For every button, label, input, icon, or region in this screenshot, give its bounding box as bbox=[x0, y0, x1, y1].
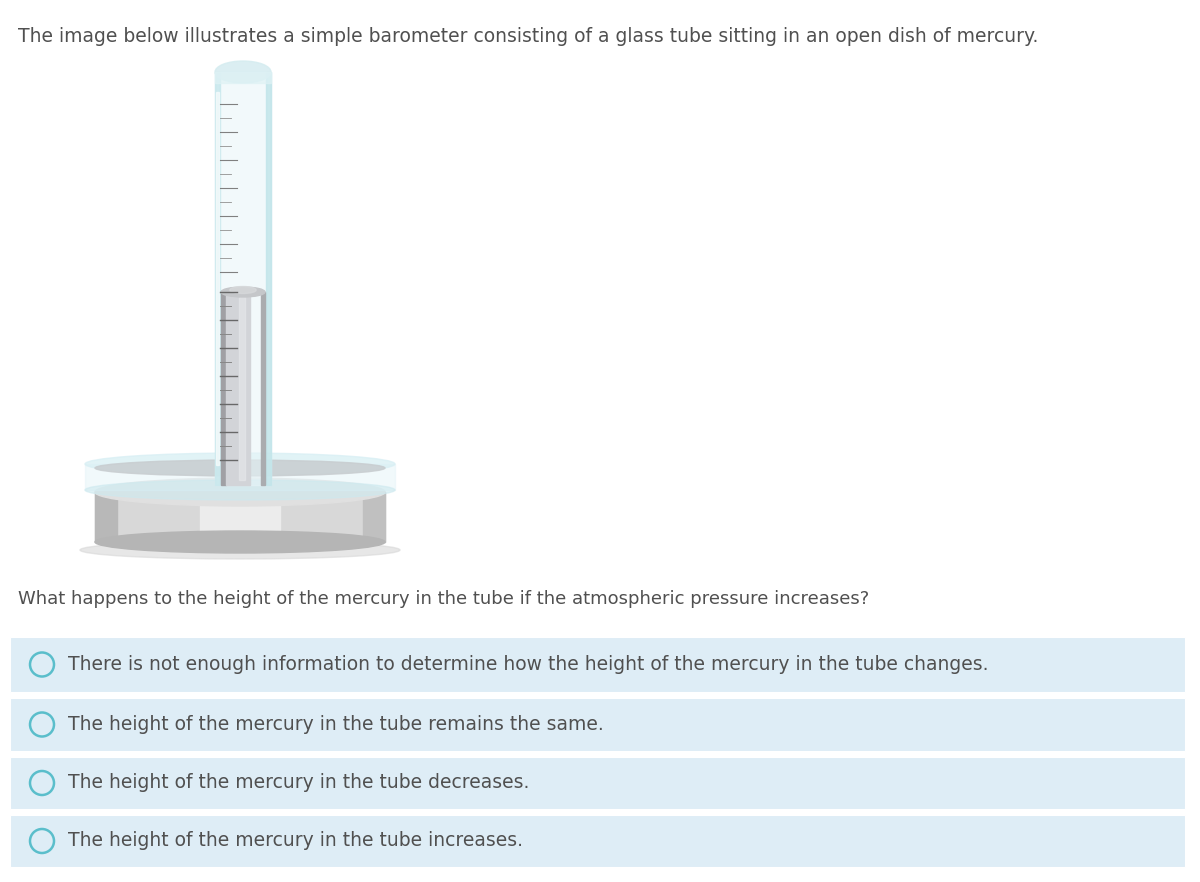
Text: The height of the mercury in the tube decreases.: The height of the mercury in the tube de… bbox=[68, 774, 529, 793]
Bar bbox=[266, 72, 271, 485]
Bar bbox=[10, 815, 1186, 867]
Ellipse shape bbox=[85, 480, 395, 500]
Bar bbox=[226, 292, 250, 485]
Text: The image below illustrates a simple barometer consisting of a glass tube sittin: The image below illustrates a simple bar… bbox=[18, 27, 1038, 46]
Ellipse shape bbox=[95, 460, 385, 476]
Bar bbox=[85, 464, 395, 490]
Ellipse shape bbox=[95, 478, 385, 506]
Bar bbox=[10, 637, 1186, 692]
Bar bbox=[260, 292, 265, 485]
Bar bbox=[215, 72, 271, 485]
Bar bbox=[216, 92, 220, 465]
Bar bbox=[95, 492, 385, 542]
Bar bbox=[10, 757, 1186, 809]
Bar bbox=[215, 72, 220, 485]
Bar bbox=[215, 72, 271, 83]
Text: What happens to the height of the mercury in the tube if the atmospheric pressur: What happens to the height of the mercur… bbox=[18, 590, 869, 608]
Bar bbox=[221, 292, 226, 485]
Ellipse shape bbox=[221, 287, 265, 297]
Bar bbox=[200, 492, 280, 542]
Bar bbox=[10, 698, 1186, 751]
Text: The height of the mercury in the tube increases.: The height of the mercury in the tube in… bbox=[68, 832, 523, 850]
Bar bbox=[95, 492, 118, 542]
Text: The height of the mercury in the tube remains the same.: The height of the mercury in the tube re… bbox=[68, 715, 604, 734]
Ellipse shape bbox=[85, 453, 395, 475]
Bar bbox=[364, 492, 385, 542]
Bar bbox=[239, 297, 245, 480]
Ellipse shape bbox=[80, 541, 400, 559]
Ellipse shape bbox=[95, 531, 385, 553]
Ellipse shape bbox=[215, 61, 271, 83]
Ellipse shape bbox=[230, 287, 257, 294]
Text: There is not enough information to determine how the height of the mercury in th: There is not enough information to deter… bbox=[68, 655, 989, 674]
